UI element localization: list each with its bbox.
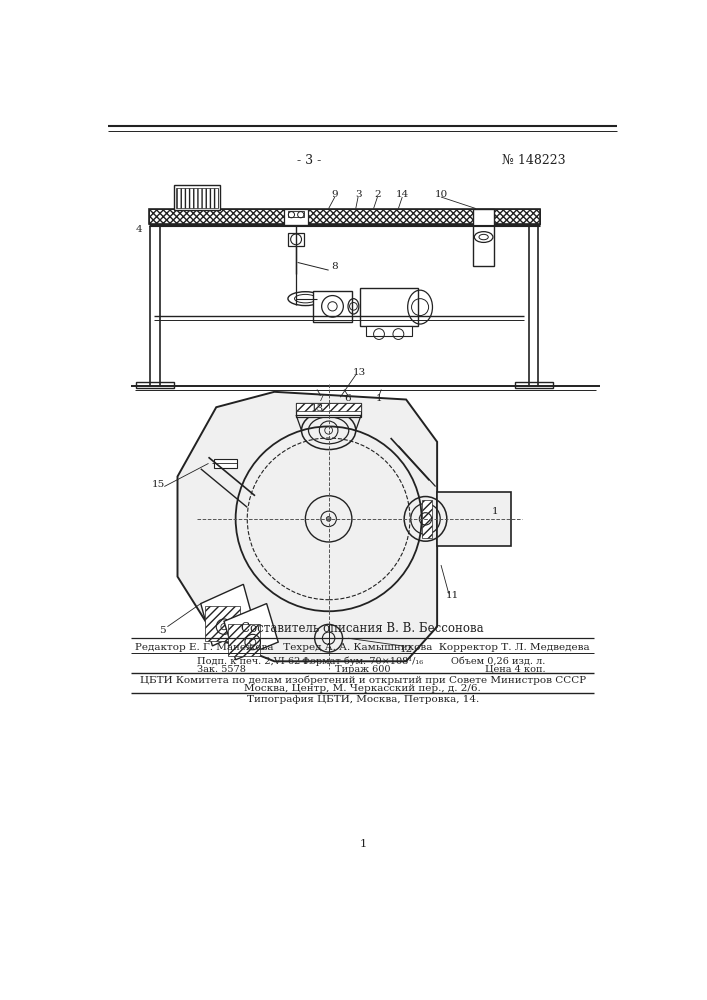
Bar <box>296 403 361 411</box>
Text: 13: 13 <box>353 368 366 377</box>
Bar <box>228 624 260 656</box>
Polygon shape <box>177 392 437 661</box>
Text: ЦБТИ Комитета по делам изобретений и открытий при Совете Министров СССР: ЦБТИ Комитета по делам изобретений и отк… <box>140 676 586 685</box>
Text: 10: 10 <box>434 190 448 199</box>
Bar <box>437 492 510 546</box>
Text: Формат бум. 70×108¹/₁₆: Формат бум. 70×108¹/₁₆ <box>302 657 423 666</box>
Bar <box>288 233 304 246</box>
Polygon shape <box>201 584 255 646</box>
Bar <box>473 209 494 266</box>
Text: Тираж 600: Тираж 600 <box>335 665 390 674</box>
Bar <box>313 291 352 322</box>
Bar <box>204 606 240 641</box>
Text: 15: 15 <box>151 480 165 489</box>
Text: Зак. 5578: Зак. 5578 <box>197 665 246 674</box>
Text: 11: 11 <box>446 591 460 600</box>
Text: Москва, Центр, М. Черкасский пер., д. 2/6.: Москва, Центр, М. Черкасский пер., д. 2/… <box>245 684 481 693</box>
Bar <box>366 326 412 336</box>
Text: 9: 9 <box>332 190 338 199</box>
Text: 13: 13 <box>310 404 324 413</box>
Bar <box>149 209 540 224</box>
Bar <box>176 188 218 208</box>
Text: Типография ЦБТИ, Москва, Петровка, 14.: Типография ЦБТИ, Москва, Петровка, 14. <box>247 695 479 704</box>
Bar <box>360 288 418 326</box>
Text: 1: 1 <box>359 839 366 849</box>
Text: 1: 1 <box>492 507 498 516</box>
Text: 7: 7 <box>317 394 325 403</box>
Text: 3: 3 <box>355 190 361 199</box>
Text: 2: 2 <box>374 190 381 199</box>
Text: 14: 14 <box>396 190 409 199</box>
Text: 5: 5 <box>158 626 165 635</box>
Text: 6: 6 <box>345 394 351 403</box>
Bar <box>422 500 432 538</box>
Text: 1: 1 <box>375 394 382 403</box>
Bar <box>296 403 361 417</box>
Text: 12: 12 <box>399 645 413 654</box>
Circle shape <box>327 517 331 521</box>
Text: 4: 4 <box>136 225 142 234</box>
Text: Составитель описания В. В. Бессонова: Составитель описания В. В. Бессонова <box>241 622 484 635</box>
Text: Подп. к печ. 2,VI-62 г.: Подп. к печ. 2,VI-62 г. <box>197 657 312 666</box>
Text: - 3 -: - 3 - <box>297 154 322 167</box>
Text: № 148223: № 148223 <box>502 154 566 167</box>
Bar <box>214 459 237 468</box>
Bar <box>149 209 540 224</box>
Text: 8: 8 <box>332 262 338 271</box>
Bar <box>288 211 304 217</box>
Polygon shape <box>224 604 279 660</box>
Bar <box>136 382 174 388</box>
Bar <box>284 209 308 225</box>
Text: Объем 0,26 изд. л.: Объем 0,26 изд. л. <box>451 657 546 666</box>
Bar <box>515 382 553 388</box>
Bar <box>174 185 220 210</box>
Text: Цена 4 коп.: Цена 4 коп. <box>485 665 546 674</box>
Text: Редактор Е. Г. Манежева   Техред А. А. Камышникова  Корректор Т. Л. Медведева: Редактор Е. Г. Манежева Техред А. А. Кам… <box>136 643 590 652</box>
